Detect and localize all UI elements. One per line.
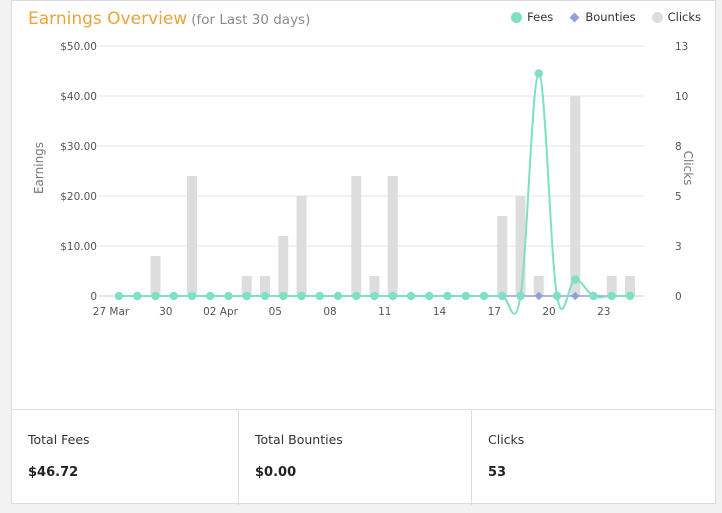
x-tick-label: 11 <box>378 306 391 318</box>
clicks-bar <box>351 176 362 296</box>
fees-point <box>571 275 580 284</box>
fees-point <box>187 291 197 301</box>
clicks-bar <box>241 276 252 296</box>
stat-clicks: Clicks 53 <box>472 410 715 505</box>
fees-point <box>479 291 489 301</box>
fees-point <box>425 291 434 301</box>
fees-point <box>625 291 635 301</box>
fees-point <box>443 291 452 301</box>
fees-legend-icon <box>511 11 523 23</box>
y2-tick-label: 3 <box>675 241 682 253</box>
x-tick-label: 02 Apr <box>203 306 239 318</box>
x-tick-label: 17 <box>488 306 501 318</box>
stat-label: Total Fees <box>28 432 90 447</box>
fees-point <box>315 291 324 301</box>
legend-item-bounties[interactable]: Bounties <box>569 10 636 24</box>
fees-point <box>388 291 397 301</box>
stat-total-fees: Total Fees $46.72 <box>12 410 239 505</box>
stat-label: Total Bounties <box>255 432 343 447</box>
legend-item-fees[interactable]: Fees <box>511 10 553 24</box>
fees-point <box>206 291 215 301</box>
clicks-bar <box>606 276 617 296</box>
y-tick-label: 0 <box>90 291 97 303</box>
legend-label-clicks: Clicks <box>667 10 701 24</box>
x-tick-label: 05 <box>269 306 282 318</box>
y2-tick-label: 5 <box>675 191 682 203</box>
clicks-bar <box>296 196 307 296</box>
x-tick-label: 14 <box>433 306 447 318</box>
y-axis-title: Earnings <box>32 142 46 194</box>
y2-tick-label: 13 <box>675 41 688 53</box>
x-tick-label: 08 <box>323 306 336 318</box>
fees-point <box>498 291 507 301</box>
earnings-chart: $50.00 13$40.00 10$30.00 8$20.00 5$10.00 30 0E… <box>32 41 695 318</box>
fees-point <box>242 291 251 301</box>
clicks-bar <box>278 236 289 296</box>
fees-point <box>279 291 288 301</box>
clicks-bar <box>150 256 161 296</box>
earnings-overview-card: Earnings Overview (for Last 30 days) Fees… <box>11 0 716 505</box>
clicks-bar <box>570 96 581 296</box>
chart-legend: Fees Bounties Clicks <box>511 10 701 24</box>
fees-point <box>552 291 562 301</box>
fees-point <box>352 291 361 301</box>
clicks-bar <box>260 276 270 296</box>
stat-value: $46.72 <box>28 465 79 480</box>
clicks-bar <box>515 196 526 296</box>
fees-point <box>534 69 543 78</box>
clicks-bar <box>187 176 197 296</box>
stat-value: 53 <box>488 465 507 480</box>
fees-point <box>607 291 616 301</box>
stats-row: Total Fees $46.72 Total Bounties $0.00 C… <box>12 409 715 505</box>
chart-title: Earnings Overview (for Last 30 days) <box>28 9 310 29</box>
legend-label-bounties: Bounties <box>585 10 636 24</box>
fees-point <box>297 291 306 301</box>
stat-total-bounties: Total Bounties $0.00 <box>239 410 472 505</box>
legend-label-fees: Fees <box>527 10 554 24</box>
clicks-bar <box>387 176 398 296</box>
y2-tick-label: 8 <box>675 141 682 153</box>
fees-point <box>114 291 124 301</box>
fees-point <box>461 291 470 301</box>
fees-point <box>151 291 160 301</box>
fees-point <box>260 291 270 301</box>
fees-point <box>333 291 343 301</box>
y2-axis-title: Clicks <box>681 151 695 186</box>
fees-point <box>406 291 416 301</box>
y-tick-label: $50.00 <box>60 41 97 53</box>
bounties-point <box>534 291 543 301</box>
y2-tick-label: 0 <box>675 291 682 303</box>
y-tick-label: $40.00 <box>60 91 97 103</box>
clicks-bar <box>625 276 635 296</box>
y2-tick-label: 10 <box>675 91 688 103</box>
clicks-bar <box>369 276 380 296</box>
fees-point <box>224 291 233 301</box>
fees-point <box>589 291 598 301</box>
x-tick-label: 30 <box>159 306 172 318</box>
fees-point <box>133 291 142 301</box>
fees-point <box>169 291 178 301</box>
fees-point <box>370 291 379 301</box>
clicks-legend-icon <box>651 11 663 23</box>
x-tick-label: 27 Mar <box>93 306 130 318</box>
stat-value: $0.00 <box>255 465 297 480</box>
bounties-point <box>571 291 580 301</box>
clicks-bar <box>533 276 544 296</box>
clicks-bar <box>497 216 508 296</box>
chart-subtitle: (for Last 30 days) <box>191 12 311 28</box>
y-tick-label: $10.00 <box>60 241 97 253</box>
legend-item-clicks[interactable]: Clicks <box>651 10 701 24</box>
stat-label: Clicks <box>488 432 525 447</box>
y-tick-label: $20.00 <box>60 191 97 203</box>
x-tick-label: 20 <box>542 306 555 318</box>
fees-point <box>516 291 525 301</box>
x-tick-label: 23 <box>597 306 610 318</box>
chart-title-text: Earnings Overview <box>28 9 188 29</box>
y-tick-label: $30.00 <box>60 141 97 153</box>
